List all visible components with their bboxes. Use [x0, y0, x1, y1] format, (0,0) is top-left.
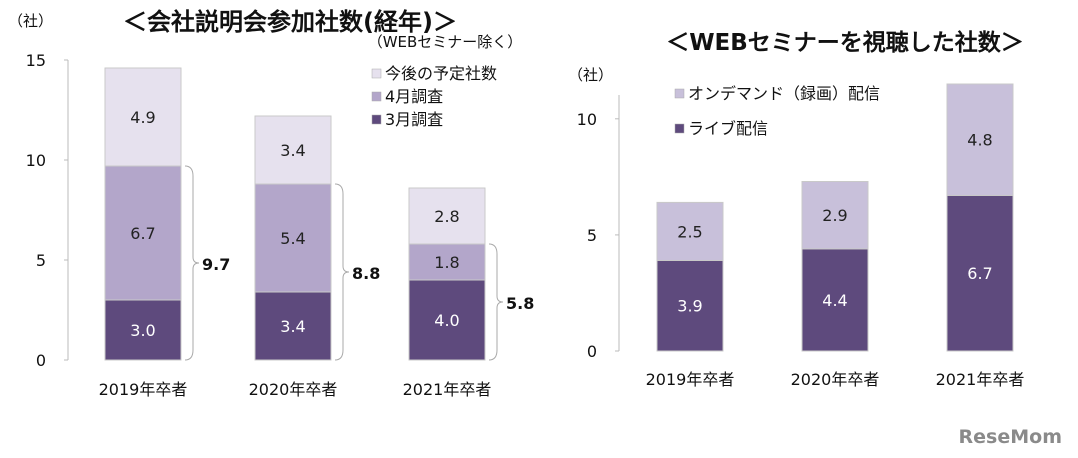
data-label: 2.9 — [822, 206, 847, 225]
bar-segment — [656, 201, 724, 261]
bar-segment — [656, 259, 724, 352]
left-chart: 0 5 10 15 3.0 6.7 4.9 2019年卒者 9.7 3.4 5.4 3.4 2020年卒… — [26, 51, 535, 399]
bracket — [488, 243, 504, 361]
data-label: 6.7 — [130, 224, 155, 243]
bracket — [184, 165, 200, 361]
x-tick-label: 2021年卒者 — [936, 370, 1025, 389]
bar-segment — [801, 248, 869, 352]
legend-swatch — [371, 114, 382, 125]
bracket-total-label: 9.7 — [202, 255, 230, 274]
bar-segment — [408, 279, 486, 361]
bar-segment — [408, 243, 486, 281]
legend-label: 3月調査 — [385, 110, 443, 129]
left-chart-title: ＜会社説明会参加社数(経年)＞ — [123, 8, 457, 36]
data-label: 2.8 — [434, 207, 459, 226]
y-tick-label: 5 — [587, 226, 597, 245]
legend-swatch — [674, 88, 685, 99]
legend-swatch — [674, 123, 685, 134]
y-tick-label: 15 — [26, 51, 46, 70]
y-tick-label: 0 — [36, 351, 46, 370]
right-chart: 0 5 10 3.9 2.5 2019年卒者 4.4 2.9 2020年卒者 6.7 4.8 2021… — [577, 83, 1025, 389]
legend-swatch — [371, 68, 382, 79]
bracket — [334, 183, 350, 361]
data-label: 4.4 — [822, 291, 847, 310]
legend-swatch — [371, 91, 382, 102]
left-chart-subtitle: （WEBセミナー除く） — [368, 33, 523, 51]
y-tick-label: 5 — [36, 251, 46, 270]
data-label: 3.9 — [677, 297, 702, 316]
x-tick-label: 2020年卒者 — [249, 380, 338, 399]
data-label: 6.7 — [967, 264, 992, 283]
data-label: 1.8 — [434, 253, 459, 272]
bar-segment — [104, 165, 182, 301]
bar-segment — [801, 181, 869, 250]
data-label: 4.9 — [130, 108, 155, 127]
y-tick-label: 10 — [577, 110, 597, 129]
bar-segment — [946, 83, 1014, 196]
right-chart-title: ＜WEBセミナーを視聴した社数＞ — [666, 29, 1024, 56]
bar-segment — [946, 194, 1014, 352]
bracket-total-label: 8.8 — [352, 264, 380, 283]
bar-segment — [254, 115, 332, 185]
x-tick-label: 2020年卒者 — [791, 370, 880, 389]
legend-label: ライブ配信 — [688, 119, 768, 138]
bracket-total-label: 5.8 — [506, 294, 534, 313]
data-label: 3.4 — [280, 141, 305, 160]
right-y-axis-label: （社） — [568, 66, 613, 84]
watermark-logo: ReseMom — [959, 426, 1062, 448]
bar-segment — [104, 67, 182, 167]
bar-segment — [104, 299, 182, 361]
legend-label: オンデマンド（録画）配信 — [688, 84, 880, 103]
left-y-axis-label: （社） — [8, 12, 53, 30]
y-tick-label: 10 — [26, 151, 46, 170]
data-label: 4.0 — [434, 311, 459, 330]
bar-segment — [408, 187, 486, 245]
x-tick-label: 2021年卒者 — [403, 380, 492, 399]
x-tick-label: 2019年卒者 — [646, 370, 735, 389]
y-tick-label: 0 — [587, 342, 597, 361]
data-label: 5.4 — [280, 229, 305, 248]
data-label: 4.8 — [967, 131, 992, 150]
legend-label: 4月調査 — [385, 87, 443, 106]
data-label: 2.5 — [677, 222, 702, 241]
data-label: 3.0 — [130, 321, 155, 340]
x-tick-label: 2019年卒者 — [99, 380, 188, 399]
data-label: 3.4 — [280, 317, 305, 336]
legend-label: 今後の予定社数 — [385, 64, 497, 83]
